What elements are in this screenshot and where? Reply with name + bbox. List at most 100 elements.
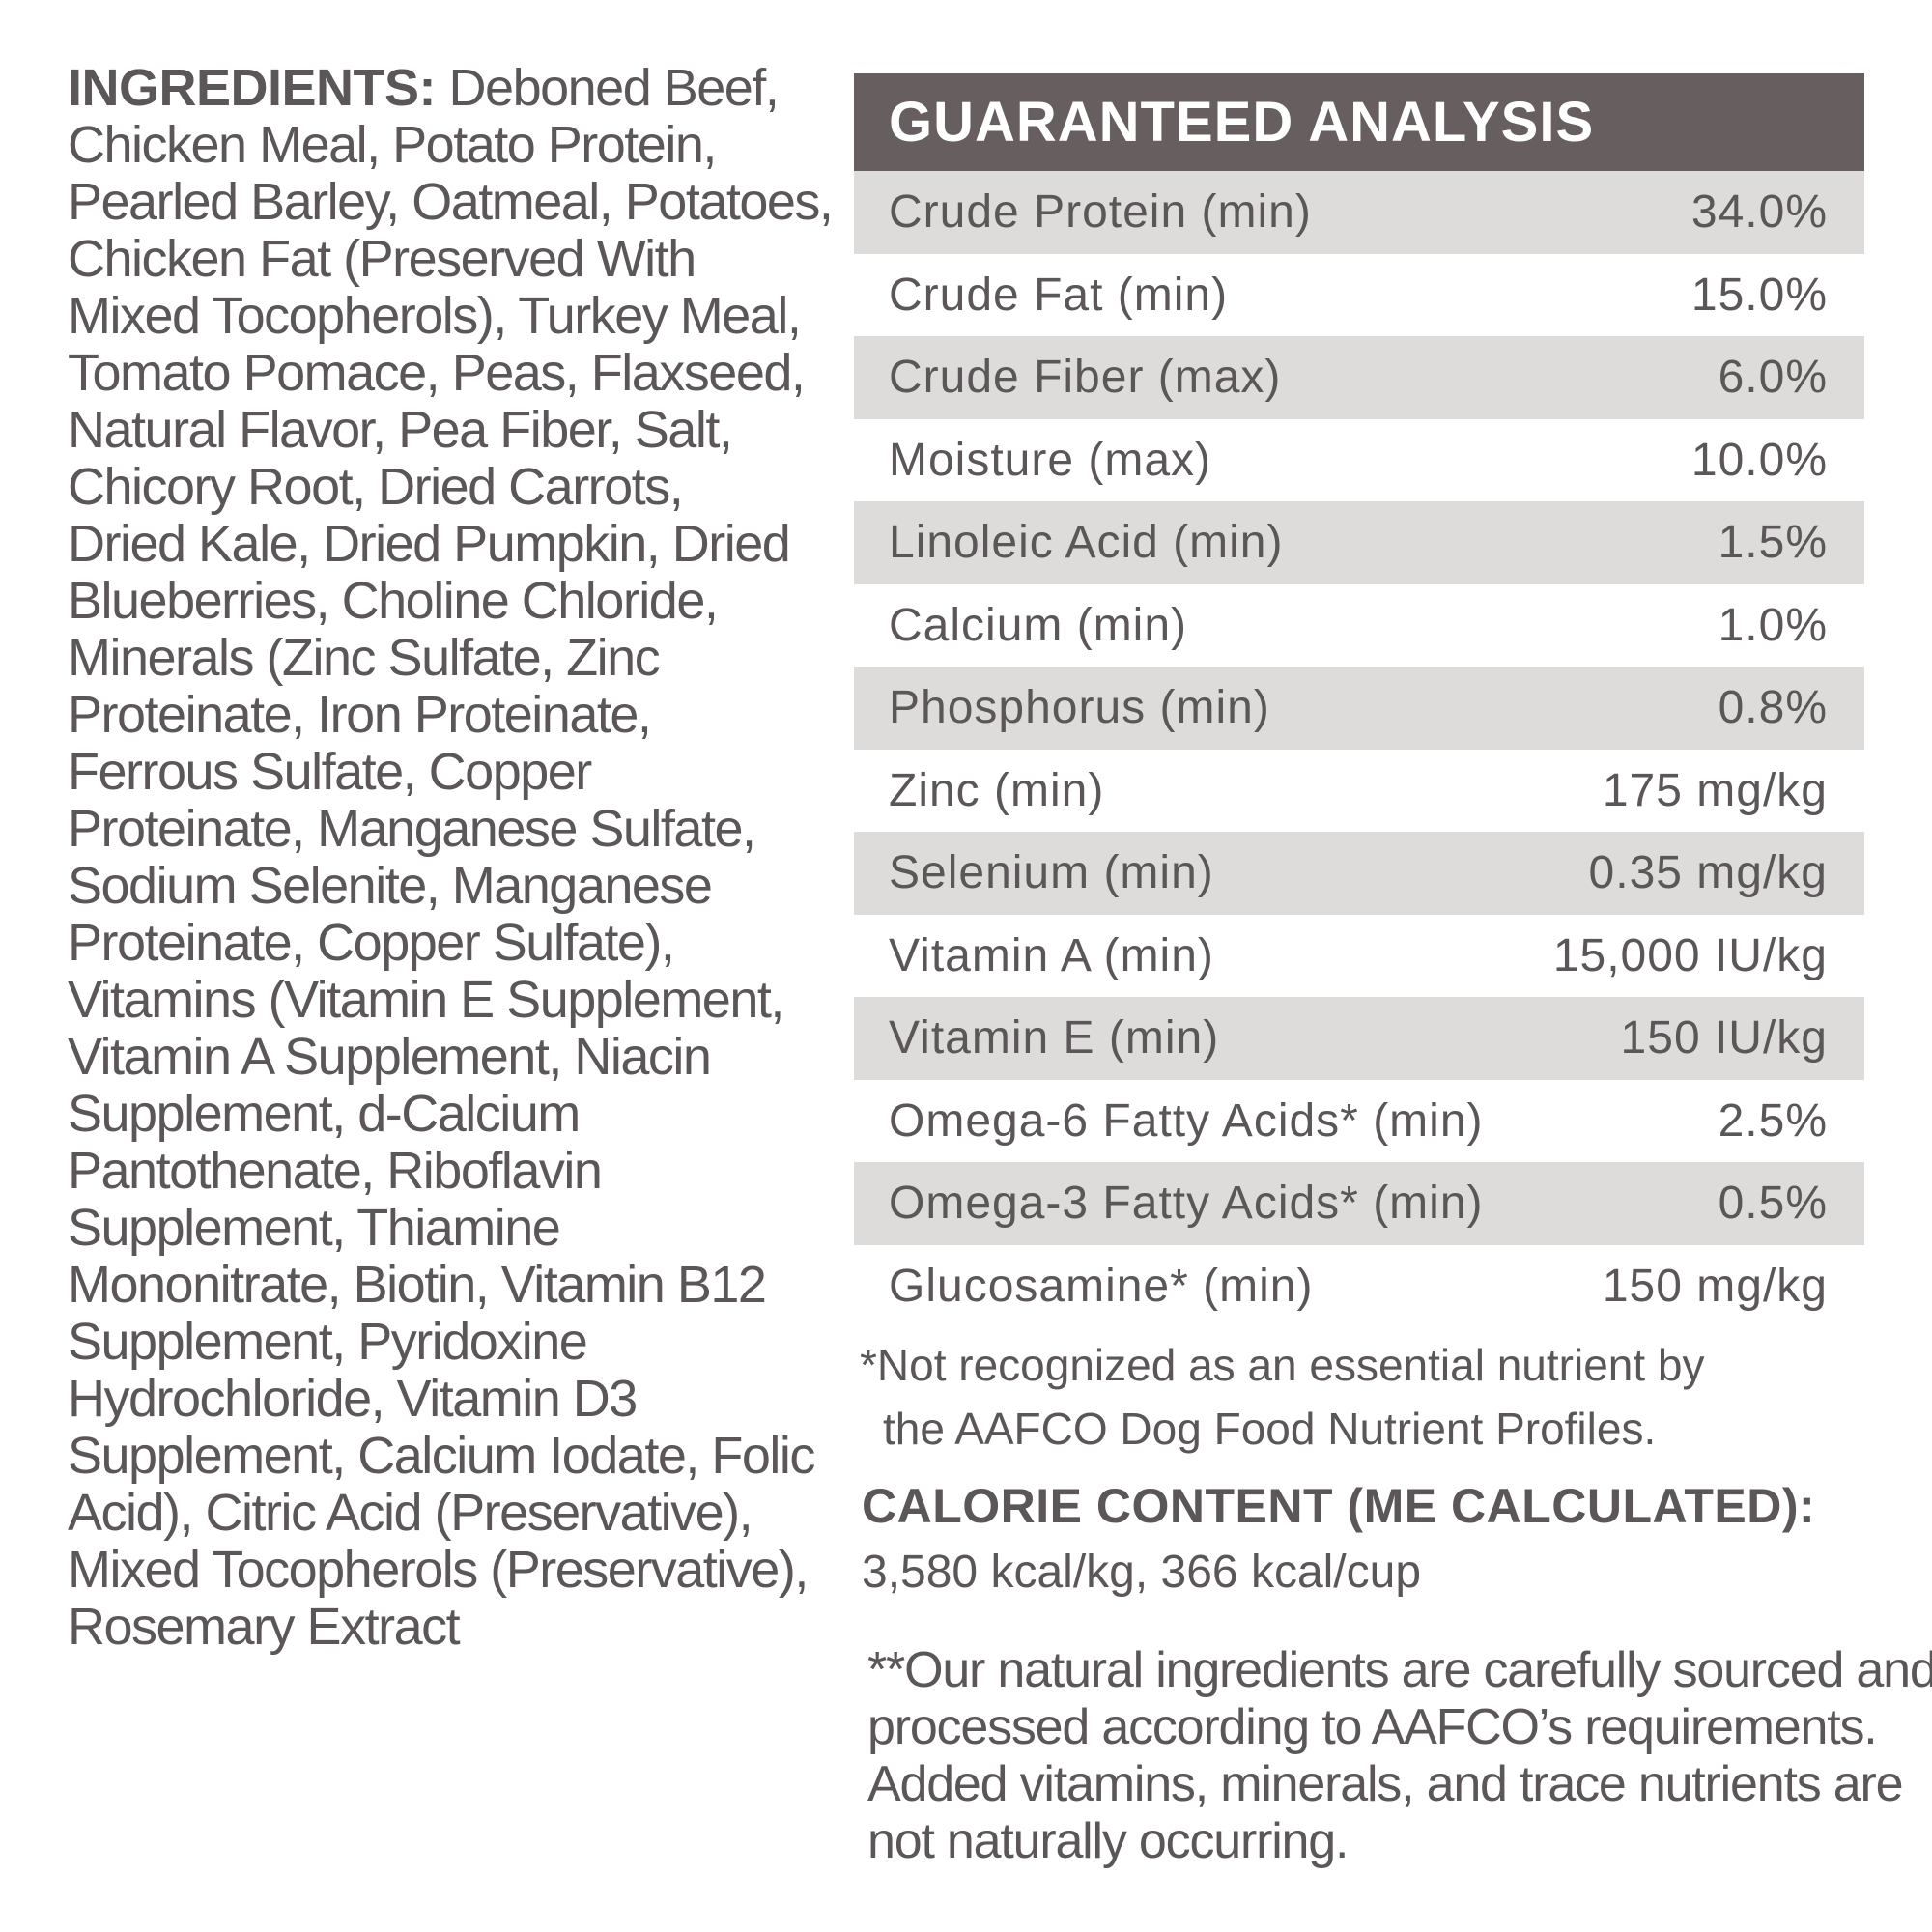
table-row: Crude Fiber (max) 6.0% (854, 336, 1864, 419)
ingredients-line: Chicory Root, Dried Carrots, (68, 459, 802, 516)
ingredients-text: Deboned Beef, (436, 59, 780, 117)
ingredients-line: Dried Kale, Dried Pumpkin, Dried (68, 516, 802, 573)
ingredients-text: Supplement, Calcium Iodate, Folic (68, 1427, 815, 1485)
ingredients-text: Chicken Meal, Potato Protein, (68, 116, 717, 174)
nutrient-name: Vitamin E (min) (889, 1012, 1220, 1065)
nutrient-value: 0.35 mg/kg (1588, 847, 1828, 899)
table-row: Zinc (min) 175 mg/kg (854, 749, 1864, 832)
ingredients-line: Supplement, Pyridoxine (68, 1314, 802, 1371)
ingredients-line: Tomato Pomace, Peas, Flaxseed, (68, 344, 806, 402)
table-row: Calcium (min) 1.0% (854, 583, 1864, 667)
ingredients-text: Supplement, d-Calcium (68, 1085, 581, 1143)
footnote-line: the AAFCO Dog Food Nutrient Profiles. (883, 1404, 1657, 1454)
ingredients-text: Vitamins (Vitamin E Supplement, (68, 971, 784, 1029)
table-row: Moisture (max) 10.0% (854, 418, 1864, 501)
table-row: Vitamin E (min) 150 IU/kg (854, 997, 1864, 1080)
ingredients-text: Vitamin A Supplement, Niacin (68, 1028, 712, 1086)
ingredients-line: Supplement, Thiamine (68, 1200, 802, 1257)
calorie-content-title: CALORIE CONTENT (ME CALCULATED): (862, 1479, 1816, 1533)
ingredients-text: Chicken Fat (Preserved With (68, 230, 696, 288)
table-row: Vitamin A (min) 15,000 IU/kg (854, 914, 1864, 997)
note-line: **Our natural ingredients are carefully … (867, 1642, 1932, 1698)
table-row: Crude Protein (min) 34.0% (854, 171, 1864, 254)
footnote: *Not recognized as an essential nutrient… (860, 1333, 1705, 1461)
table-row: Selenium (min) 0.35 mg/kg (854, 832, 1864, 915)
ingredients-text: Hydrochloride, Vitamin D3 (68, 1370, 638, 1428)
table-row: Phosphorus (min) 0.8% (854, 667, 1864, 750)
nutrient-name: Glucosamine* (min) (889, 1260, 1314, 1312)
nutrient-value: 15.0% (1690, 269, 1828, 321)
ingredients-text: Sodium Selenite, Manganese (68, 857, 713, 915)
sourcing-note: **Our natural ingredients are carefully … (867, 1642, 1932, 1870)
nutrient-name: Omega-6 Fatty Acids* (min) (889, 1094, 1484, 1147)
note-line: not naturally occurring. (867, 1813, 1349, 1869)
ingredients-text: Minerals (Zinc Sulfate, Zinc (68, 629, 661, 687)
ingredients-line: Chicken Meal, Potato Protein, (68, 117, 802, 174)
ingredients-line: Rosemary Extract (68, 1599, 802, 1656)
ingredients-line: Sodium Selenite, Manganese (68, 858, 802, 915)
nutrient-name: Crude Fiber (max) (889, 352, 1282, 404)
ingredients-line: Mixed Tocopherols), Turkey Meal, (68, 288, 802, 345)
ingredients-line: Vitamin A Supplement, Niacin (68, 1029, 802, 1086)
nutrient-name: Zinc (min) (889, 764, 1105, 816)
ingredients-text: Proteinate, Manganese Sulfate, (68, 800, 756, 858)
ingredients-text: Supplement, Thiamine (68, 1199, 561, 1257)
ingredients-line: Mononitrate, Biotin, Vitamin B12 (68, 1257, 802, 1314)
table-row: Omega-3 Fatty Acids* (min) 0.5% (854, 1162, 1864, 1245)
guaranteed-analysis-table: GUARANTEED ANALYSIS Crude Protein (min) 3… (854, 73, 1864, 1327)
ingredients-line: Minerals (Zinc Sulfate, Zinc (68, 630, 802, 687)
nutrient-value: 2.5% (1718, 1094, 1828, 1147)
nutrient-name: Phosphorus (min) (889, 682, 1270, 734)
nutrient-value: 175 mg/kg (1602, 764, 1828, 816)
ingredients-line: Proteinate, Iron Proteinate, (68, 687, 802, 744)
ingredients-text: Mixed Tocopherols), Turkey Meal, (68, 287, 802, 345)
ingredients-line: Proteinate, Copper Sulfate), (68, 915, 802, 972)
nutrient-value: 1.5% (1718, 517, 1828, 569)
ingredients-text: Proteinate, Copper Sulfate), (68, 914, 675, 972)
table-row: Glucosamine* (min) 150 mg/kg (854, 1244, 1864, 1327)
ingredients-text: Ferrous Sulfate, Copper (68, 743, 592, 801)
table-header: GUARANTEED ANALYSIS (854, 73, 1864, 171)
footnote-line: *Not recognized as an essential nutrient… (860, 1340, 1705, 1390)
nutrient-name: Omega-3 Fatty Acids* (min) (889, 1178, 1484, 1230)
ingredients-text: Rosemary Extract (68, 1598, 461, 1656)
nutrient-value: 15,000 IU/kg (1552, 929, 1828, 981)
nutrient-name: Vitamin A (min) (889, 929, 1214, 981)
ingredients-line: Natural Flavor, Pea Fiber, Salt, (68, 402, 802, 459)
nutrient-value: 1.0% (1718, 599, 1828, 651)
ingredients-text: Dried Kale, Dried Pumpkin, Dried (68, 515, 791, 573)
nutrient-name: Selenium (min) (889, 847, 1214, 899)
ingredients-line: Supplement, Calcium Iodate, Folic (68, 1428, 815, 1485)
ingredients-text: Pantothenate, Riboflavin (68, 1142, 603, 1200)
ingredients-text: Acid), Citric Acid (Preservative), (68, 1484, 753, 1542)
ingredients-line: Acid), Citric Acid (Preservative), (68, 1485, 802, 1542)
nutrient-name: Crude Protein (min) (889, 186, 1312, 239)
calorie-content-value: 3,580 kcal/kg, 366 kcal/cup (862, 1547, 1422, 1598)
nutrient-value: 0.5% (1718, 1178, 1828, 1230)
ingredients-line: Mixed Tocopherols (Preservative), (68, 1542, 809, 1599)
table-row: Crude Fat (min) 15.0% (854, 253, 1864, 336)
ingredients-line: INGREDIENTS: Deboned Beef, (68, 60, 802, 117)
table-row: Omega-6 Fatty Acids* (min) 2.5% (854, 1079, 1864, 1162)
nutrient-value: 150 mg/kg (1602, 1260, 1828, 1312)
ingredients-line: Supplement, d-Calcium (68, 1086, 802, 1143)
ingredients-text: Tomato Pomace, Peas, Flaxseed, (68, 344, 806, 402)
ingredients-text: Chicory Root, Dried Carrots, (68, 458, 684, 516)
nutrient-value: 150 IU/kg (1620, 1012, 1828, 1065)
ingredients-line: Hydrochloride, Vitamin D3 (68, 1371, 802, 1428)
ingredients-line: Pearled Barley, Oatmeal, Potatoes, (68, 174, 834, 231)
nutrient-value: 0.8% (1718, 682, 1828, 734)
ingredients-text: Mononitrate, Biotin, Vitamin B12 (68, 1256, 767, 1314)
nutrient-name: Crude Fat (min) (889, 269, 1229, 321)
table-row: Linoleic Acid (min) 1.5% (854, 501, 1864, 584)
nutrient-value: 6.0% (1718, 352, 1828, 404)
nutrient-name: Moisture (max) (889, 434, 1212, 486)
ingredients-line: Blueberries, Choline Chloride, (68, 573, 802, 630)
nutrient-name: Linoleic Acid (min) (889, 517, 1284, 569)
ingredients-line: Pantothenate, Riboflavin (68, 1143, 802, 1200)
ingredients-text: Supplement, Pyridoxine (68, 1313, 588, 1371)
ingredients-line: Proteinate, Manganese Sulfate, (68, 801, 802, 858)
ingredients-line: Vitamins (Vitamin E Supplement, (68, 972, 802, 1029)
ingredients-list: INGREDIENTS: Deboned Beef, Chicken Meal, … (68, 60, 834, 1656)
note-line: processed according to AAFCO’s requireme… (867, 1699, 1878, 1755)
